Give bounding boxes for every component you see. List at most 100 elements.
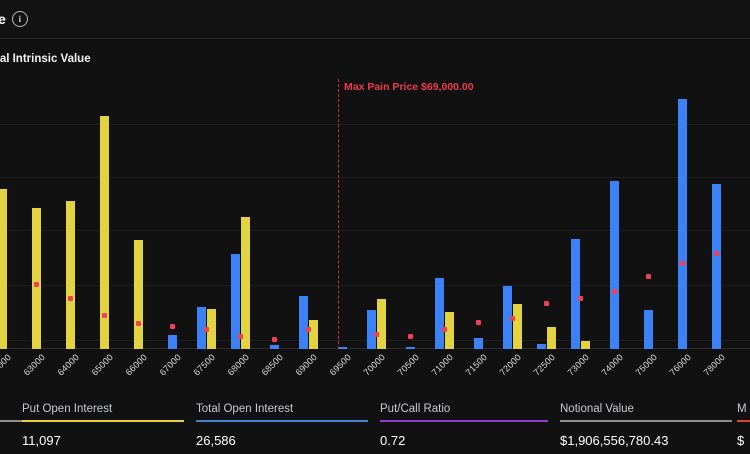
call-oi-bar[interactable] xyxy=(230,254,240,349)
call-oi-bar[interactable] xyxy=(536,344,546,349)
x-axis-tick-label: 66000 xyxy=(123,352,150,378)
intrinsic-value-dot[interactable] xyxy=(102,313,107,318)
header-divider xyxy=(0,38,750,39)
intrinsic-value-dot[interactable] xyxy=(68,296,73,301)
stat-label: Put/Call Ratio xyxy=(380,403,451,415)
stat-card: Total Open Interest 26,586 xyxy=(196,403,368,448)
intrinsic-value-dot[interactable] xyxy=(510,316,515,321)
put-oi-bar[interactable] xyxy=(99,116,109,349)
call-oi-bar[interactable] xyxy=(711,184,721,349)
put-oi-bar[interactable] xyxy=(308,320,318,349)
info-circle-icon[interactable]: i xyxy=(11,11,28,27)
x-axis-tick-label: 75000 xyxy=(633,352,660,378)
x-axis-tick-label: 70500 xyxy=(395,352,422,378)
intrinsic-value-dot[interactable] xyxy=(272,337,277,342)
intrinsic-value-dot[interactable] xyxy=(204,327,209,332)
x-axis-tick-label: 65000 xyxy=(89,352,116,378)
stat-accent-rule xyxy=(560,420,732,422)
call-oi-bar[interactable] xyxy=(434,278,444,349)
intrinsic-value-dot[interactable] xyxy=(374,332,379,337)
x-axis-tick-labels: 62000 63000 64000 65000 66000 67000 67500 68000… xyxy=(0,349,750,395)
chart-plot-area[interactable]: Max Pain Price $69,000.00 xyxy=(0,79,750,349)
put-oi-bar[interactable] xyxy=(546,327,556,349)
put-oi-bar[interactable] xyxy=(512,304,522,349)
call-oi-bar[interactable] xyxy=(502,286,512,349)
call-oi-bar[interactable] xyxy=(473,338,483,349)
put-oi-bar[interactable] xyxy=(240,217,250,349)
x-axis-tick-label: 70000 xyxy=(361,352,388,378)
max-pain-label: Max Pain Price $69,000.00 xyxy=(344,81,474,93)
intrinsic-value-dot[interactable] xyxy=(646,274,651,279)
put-oi-bar[interactable] xyxy=(444,312,454,349)
put-oi-bar[interactable] xyxy=(376,299,386,349)
call-oi-bar[interactable] xyxy=(643,310,653,349)
intrinsic-value-dot[interactable] xyxy=(408,334,413,339)
intrinsic-value-dot[interactable] xyxy=(136,321,141,326)
intrinsic-value-dot[interactable] xyxy=(476,320,481,325)
call-oi-bar[interactable] xyxy=(405,347,415,349)
gridline xyxy=(0,124,750,125)
call-oi-bar[interactable] xyxy=(366,310,376,349)
intrinsic-value-dot[interactable] xyxy=(238,334,243,339)
x-axis-tick-label: 71500 xyxy=(463,352,490,378)
call-oi-bar[interactable] xyxy=(196,307,206,349)
call-oi-bar[interactable] xyxy=(167,335,177,349)
stat-value: 11,097 xyxy=(22,432,61,448)
max-pain-vline xyxy=(338,79,339,349)
stat-accent-rule xyxy=(380,420,548,422)
put-oi-bar[interactable] xyxy=(206,309,216,349)
x-axis-tick-label: 69000 xyxy=(293,352,320,378)
stat-value: $1,906,556,780.43 xyxy=(560,432,669,448)
x-axis-tick-label: 64000 xyxy=(55,352,82,378)
chart-legend-title: tal Intrinsic Value xyxy=(0,53,91,65)
gridline xyxy=(0,285,750,286)
put-oi-bar[interactable] xyxy=(65,201,75,349)
intrinsic-value-dot[interactable] xyxy=(170,324,175,329)
stat-value: 0.72 xyxy=(380,432,406,448)
stat-accent-rule xyxy=(196,420,368,422)
x-axis-tick-label: 63000 xyxy=(21,352,48,378)
x-axis-tick-label: 69500 xyxy=(327,352,354,378)
x-axis-tick-label: 68000 xyxy=(225,352,252,378)
stat-accent-rule xyxy=(22,420,184,422)
put-oi-bar[interactable] xyxy=(31,208,41,349)
x-axis-tick-label: 74000 xyxy=(599,352,626,378)
gridline xyxy=(0,177,750,178)
call-oi-bar[interactable] xyxy=(609,181,619,349)
call-oi-bar[interactable] xyxy=(337,347,347,349)
x-axis-tick-label: 67000 xyxy=(157,352,184,378)
max-pain-chart-panel: tal Intrinsic Value Max Pain Price $69,0… xyxy=(0,39,750,395)
intrinsic-value-dot[interactable] xyxy=(714,251,719,256)
intrinsic-value-dot[interactable] xyxy=(442,327,447,332)
x-axis-tick-label: 71000 xyxy=(429,352,456,378)
stat-accent-rule xyxy=(737,420,750,422)
put-oi-bar[interactable] xyxy=(133,240,143,349)
stat-card: Notional Value $1,906,556,780.43 xyxy=(560,403,732,448)
x-axis-tick-label: 76000 xyxy=(667,352,694,378)
stat-value: $ xyxy=(737,432,745,448)
put-oi-bar[interactable] xyxy=(0,189,7,349)
intrinsic-value-dot[interactable] xyxy=(544,301,549,306)
intrinsic-value-dot[interactable] xyxy=(306,327,311,332)
put-oi-bar[interactable] xyxy=(580,341,590,349)
stat-label: Put Open Interest xyxy=(22,403,113,415)
page-title: e xyxy=(0,11,6,27)
intrinsic-value-dot[interactable] xyxy=(578,296,583,301)
intrinsic-value-dot[interactable] xyxy=(34,282,39,287)
intrinsic-value-dot[interactable] xyxy=(680,261,685,266)
stat-label: M xyxy=(737,403,747,415)
call-oi-bar[interactable] xyxy=(269,345,279,349)
stat-card: Put/Call Ratio 0.72 xyxy=(380,403,548,448)
x-axis-tick-label: 62000 xyxy=(0,352,14,378)
call-oi-bar[interactable] xyxy=(570,239,580,349)
call-oi-bar[interactable] xyxy=(677,99,687,349)
x-axis-tick-label: 73000 xyxy=(565,352,592,378)
x-axis-tick-label: 72000 xyxy=(497,352,524,378)
x-axis-tick-label: 78000 xyxy=(701,352,728,378)
call-oi-bar[interactable] xyxy=(298,296,308,349)
top-header: e i xyxy=(0,0,750,38)
stat-value: 26,586 xyxy=(196,432,236,448)
intrinsic-value-dot[interactable] xyxy=(612,289,617,294)
summary-stats-bar: Put Open Interest 11,097 Total Open Intere… xyxy=(0,395,750,454)
stat-rule-partial xyxy=(0,420,28,422)
